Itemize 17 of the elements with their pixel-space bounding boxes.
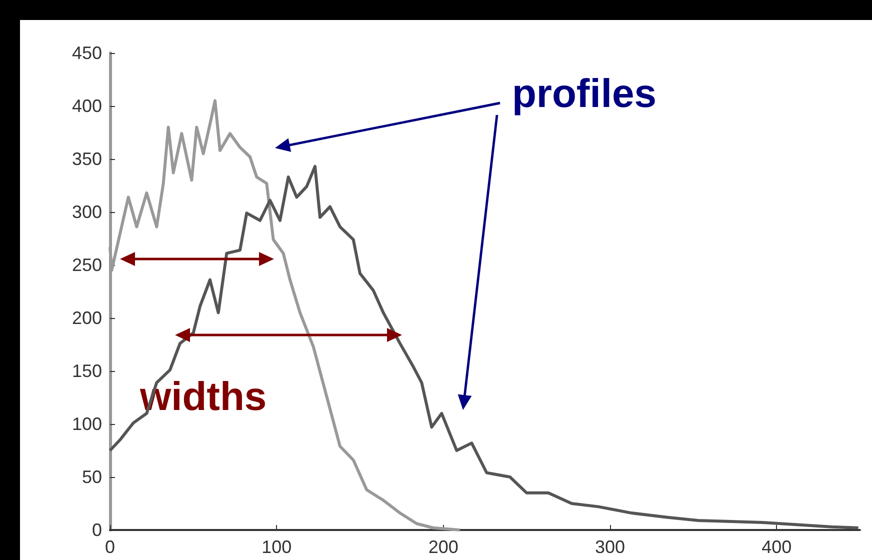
x-tick-label: 400	[762, 537, 792, 557]
y-tick-label: 0	[92, 520, 102, 540]
y-tick-label: 100	[72, 414, 102, 434]
x-tick-label: 200	[428, 537, 458, 557]
x-tick-label: 300	[594, 537, 626, 557]
annotation: profiles	[512, 72, 656, 116]
y-tick-label: 350	[72, 149, 102, 169]
x-tick-label: 100	[262, 537, 292, 557]
y-tick-label: 300	[72, 202, 102, 222]
y-tick-label: 450	[72, 43, 102, 63]
y-tick-label: 200	[72, 308, 102, 328]
y-tick-label: 150	[72, 361, 102, 381]
x-tick-label: 0	[104, 537, 116, 557]
y-tick-label: 250	[72, 255, 102, 275]
y-tick-label: 400	[72, 96, 102, 116]
line-series	[108, 164, 860, 530]
y-tick-label: 50	[82, 467, 102, 487]
